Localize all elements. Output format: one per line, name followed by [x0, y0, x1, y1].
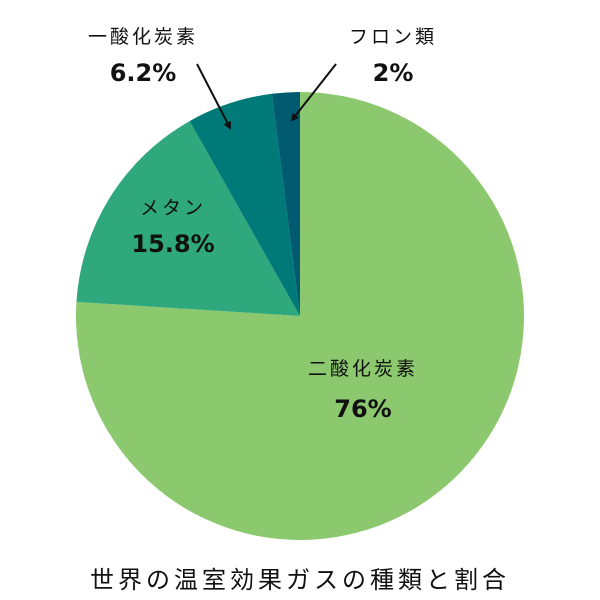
- slice-ch4: [76, 121, 300, 316]
- slice-co2: [75, 92, 525, 540]
- co-value: 6.2%: [109, 59, 177, 87]
- co2-label: 二酸化炭素 76%: [308, 354, 418, 423]
- co-name: 一酸化炭素: [87, 26, 199, 48]
- ch4-name: メタン: [139, 197, 207, 219]
- slice-co: [189, 93, 300, 317]
- co2-name: 二酸化炭素: [307, 358, 419, 380]
- cfc-label: フロン類 2%: [349, 22, 437, 87]
- co-callout-arrow: [196, 63, 231, 130]
- ch4-value: 15.8%: [131, 230, 215, 258]
- co-label: 一酸化炭素 6.2%: [88, 22, 198, 87]
- cfc-callout-arrow: [290, 63, 337, 122]
- cfc-name: フロン類: [348, 26, 438, 48]
- co2-value: 76%: [334, 395, 392, 423]
- slice-cfc: [271, 92, 300, 316]
- chart-title: 世界の温室効果ガスの種類と割合: [90, 566, 510, 594]
- ch4-label: メタン 15.8%: [131, 193, 214, 258]
- cfc-value: 2%: [372, 59, 414, 87]
